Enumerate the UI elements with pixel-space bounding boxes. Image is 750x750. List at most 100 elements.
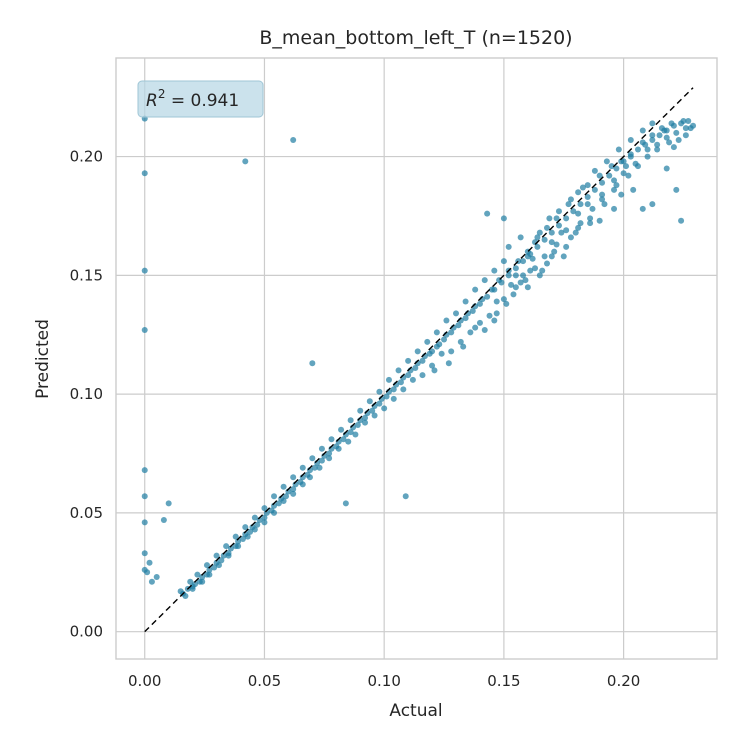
data-point (177, 588, 184, 595)
data-point (144, 569, 151, 576)
data-point (493, 298, 500, 305)
data-point (311, 464, 318, 471)
data-point (627, 153, 634, 160)
data-point (584, 182, 591, 189)
data-point (251, 526, 258, 533)
data-point (663, 165, 670, 172)
data-point (340, 436, 347, 443)
data-point (441, 336, 448, 343)
data-point (663, 134, 670, 141)
data-point (424, 338, 431, 345)
data-point (527, 267, 534, 274)
data-point (675, 136, 682, 143)
data-point (685, 117, 692, 124)
data-point (587, 215, 594, 222)
data-point (632, 160, 639, 167)
data-point (476, 319, 483, 326)
data-point (634, 146, 641, 153)
data-point (682, 125, 689, 132)
data-point (433, 343, 440, 350)
plot-area (115, 57, 718, 660)
data-point (505, 272, 512, 279)
data-point (431, 367, 438, 374)
data-point (275, 500, 282, 507)
data-point (141, 550, 148, 557)
data-point (261, 519, 268, 526)
data-point (484, 293, 491, 300)
data-point (639, 127, 646, 134)
data-point (299, 464, 306, 471)
data-point (543, 224, 550, 231)
data-point (534, 234, 541, 241)
data-point (661, 127, 668, 134)
data-point (649, 201, 656, 208)
data-point (141, 467, 148, 474)
data-point (335, 445, 342, 452)
data-point (290, 136, 297, 143)
data-point (543, 260, 550, 267)
data-point (448, 329, 455, 336)
data-point (455, 322, 462, 329)
x-tick-label: 0.10 (367, 672, 400, 690)
data-point (630, 186, 637, 193)
data-point (627, 136, 634, 143)
data-point (261, 514, 268, 521)
data-point (486, 312, 493, 319)
data-point (390, 395, 397, 402)
data-point (357, 407, 364, 414)
data-point (362, 414, 369, 421)
data-point (395, 367, 402, 374)
data-point (625, 172, 632, 179)
data-point (563, 243, 570, 250)
data-point (433, 329, 440, 336)
data-point (271, 493, 278, 500)
data-point (290, 486, 297, 493)
data-point (160, 517, 167, 524)
data-point (613, 182, 620, 189)
data-point (649, 120, 656, 127)
data-point (290, 474, 297, 481)
data-point (484, 210, 491, 217)
data-point (644, 146, 651, 153)
data-points (141, 115, 697, 600)
data-point (376, 388, 383, 395)
data-point (678, 217, 685, 224)
data-point (326, 455, 333, 462)
data-point (220, 552, 227, 559)
data-point (673, 129, 680, 136)
data-point (520, 258, 527, 265)
data-point (244, 533, 251, 540)
data-point (141, 170, 148, 177)
data-point (601, 201, 608, 208)
data-point (548, 229, 555, 236)
data-point (512, 272, 519, 279)
data-point (615, 146, 622, 153)
data-point (376, 400, 383, 407)
data-point (223, 543, 230, 550)
data-point (491, 267, 498, 274)
data-point (239, 536, 246, 543)
data-point (541, 236, 548, 243)
data-point (611, 186, 618, 193)
data-point (575, 224, 582, 231)
data-point (649, 136, 656, 143)
data-point (316, 464, 323, 471)
data-point (575, 210, 582, 217)
data-point (536, 229, 543, 236)
data-point (548, 253, 555, 260)
data-point (591, 167, 598, 174)
r2-annotation-box (137, 80, 264, 118)
data-point (529, 255, 536, 262)
data-point (654, 146, 661, 153)
data-point (309, 455, 316, 462)
data-point (551, 248, 558, 255)
data-point (500, 296, 507, 303)
data-point (567, 234, 574, 241)
data-point (476, 300, 483, 307)
data-point (481, 326, 488, 333)
data-point (366, 398, 373, 405)
data-point (508, 281, 515, 288)
data-point (453, 310, 460, 317)
data-point (498, 279, 505, 286)
x-tick-label: 0.20 (607, 672, 640, 690)
